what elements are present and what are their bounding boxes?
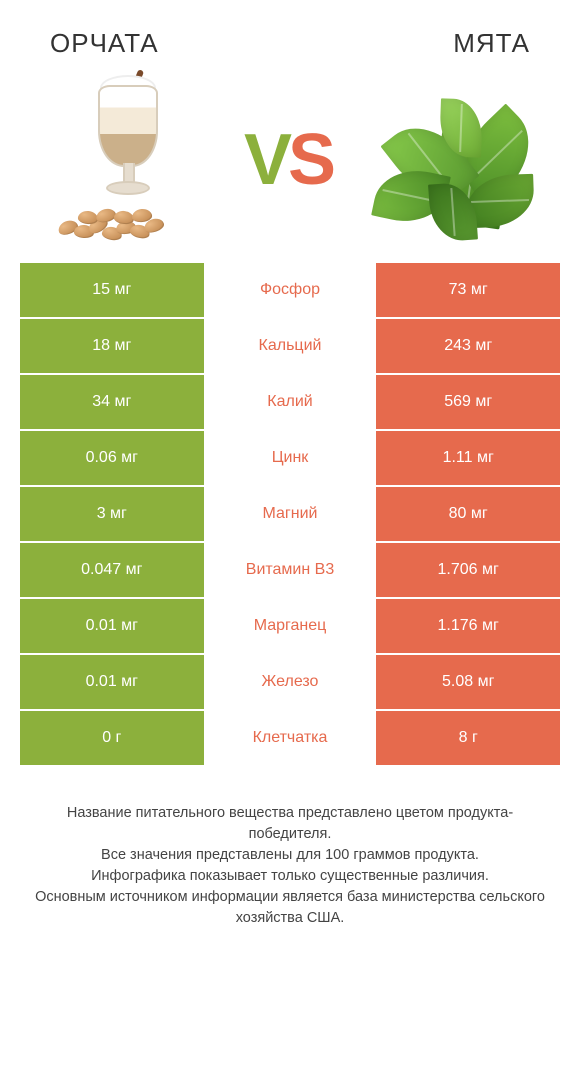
footnote-line: Все значения представлены для 100 граммо…	[28, 845, 552, 866]
vs-v: V	[244, 124, 292, 196]
table-row: 0.01 мгМарганец1.176 мг	[20, 598, 560, 654]
right-product-title: МЯТА	[453, 28, 530, 59]
left-value: 0.01 мг	[20, 598, 204, 654]
table-row: 0.06 мгЦинк1.11 мг	[20, 430, 560, 486]
comparison-table: 15 мгФосфор73 мг18 мгКальций243 мг34 мгК…	[20, 263, 560, 767]
nutrient-label: Витамин B3	[204, 542, 377, 598]
footnote-line: Инфографика показывает только существенн…	[28, 866, 552, 887]
mint-illustration	[370, 75, 540, 245]
footnote: Название питательного вещества представл…	[20, 767, 560, 929]
comparison-table-body: 15 мгФосфор73 мг18 мгКальций243 мг34 мгК…	[20, 263, 560, 766]
table-row: 18 мгКальций243 мг	[20, 318, 560, 374]
table-row: 3 мгМагний80 мг	[20, 486, 560, 542]
nutrient-label: Цинк	[204, 430, 377, 486]
right-value: 80 мг	[376, 486, 560, 542]
right-value: 73 мг	[376, 263, 560, 318]
table-row: 34 мгКалий569 мг	[20, 374, 560, 430]
nutrient-label: Клетчатка	[204, 710, 377, 766]
nutrient-label: Марганец	[204, 598, 377, 654]
nutrient-label: Железо	[204, 654, 377, 710]
left-product-image	[40, 75, 210, 245]
right-value: 569 мг	[376, 374, 560, 430]
left-value: 0 г	[20, 710, 204, 766]
almonds-icon	[58, 205, 168, 239]
comparison-infographic: ОРЧАТА МЯТА V S 15 мгФосфор73 м	[0, 0, 580, 959]
table-row: 0.047 мгВитамин B31.706 мг	[20, 542, 560, 598]
table-row: 15 мгФосфор73 мг	[20, 263, 560, 318]
vs-label: V S	[244, 124, 336, 196]
left-value: 0.06 мг	[20, 430, 204, 486]
right-value: 8 г	[376, 710, 560, 766]
table-row: 0.01 мгЖелезо5.08 мг	[20, 654, 560, 710]
right-value: 1.11 мг	[376, 430, 560, 486]
right-value: 5.08 мг	[376, 654, 560, 710]
nutrient-label: Кальций	[204, 318, 377, 374]
right-value: 1.706 мг	[376, 542, 560, 598]
left-value: 15 мг	[20, 263, 204, 318]
right-value: 1.176 мг	[376, 598, 560, 654]
left-value: 0.047 мг	[20, 542, 204, 598]
title-row: ОРЧАТА МЯТА	[20, 0, 560, 69]
left-value: 34 мг	[20, 374, 204, 430]
right-product-image	[370, 75, 540, 245]
table-row: 0 гКлетчатка8 г	[20, 710, 560, 766]
nutrient-label: Магний	[204, 486, 377, 542]
left-value: 18 мг	[20, 318, 204, 374]
vs-s: S	[288, 124, 336, 196]
hero-row: V S	[20, 69, 560, 263]
horchata-illustration	[40, 75, 210, 245]
footnote-line: Название питательного вещества представл…	[28, 803, 552, 845]
left-value: 3 мг	[20, 486, 204, 542]
footnote-line: Основным источником информации является …	[28, 887, 552, 929]
left-product-title: ОРЧАТА	[50, 28, 159, 59]
right-value: 243 мг	[376, 318, 560, 374]
left-value: 0.01 мг	[20, 654, 204, 710]
nutrient-label: Фосфор	[204, 263, 377, 318]
nutrient-label: Калий	[204, 374, 377, 430]
